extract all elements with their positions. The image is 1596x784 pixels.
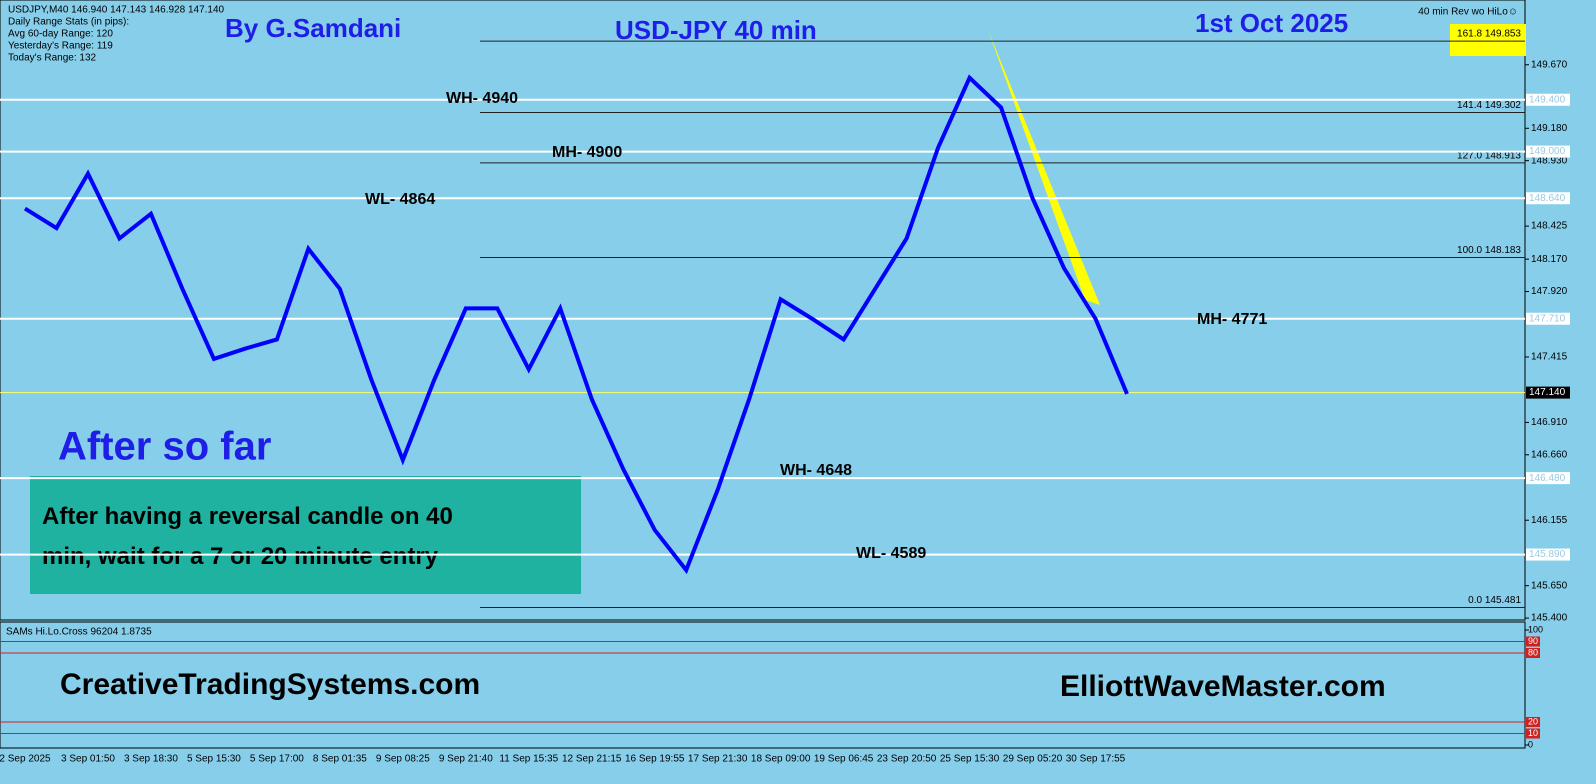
y-tick-label: 145.400 xyxy=(1531,613,1568,624)
indicator-title: SAMs Hi.Lo.Cross 96204 1.8735 xyxy=(6,627,152,638)
x-tick-label: 23 Sep 20:50 xyxy=(877,754,937,765)
title: USD-JPY 40 min xyxy=(615,15,817,45)
date: 1st Oct 2025 xyxy=(1195,8,1348,38)
stats: Today's Range: 132 xyxy=(8,53,97,64)
y-tick-label: 149.180 xyxy=(1531,123,1568,134)
x-tick-label: 18 Sep 09:00 xyxy=(751,754,811,765)
level-label: 148.640 xyxy=(1529,193,1566,204)
fib-label: 100.0 148.183 xyxy=(1457,245,1521,256)
y-tick-label: 146.660 xyxy=(1531,449,1568,460)
indicator-tick-label: 0 xyxy=(1528,739,1533,749)
indicator-tick-label: 80 xyxy=(1528,647,1538,657)
level-box xyxy=(1526,548,1570,561)
y-tick-label: 148.930 xyxy=(1531,155,1568,166)
y-tick-label: 148.170 xyxy=(1531,254,1568,265)
current-box xyxy=(1526,386,1570,399)
annotation: After so far xyxy=(58,425,271,469)
indicator-tick-label: 90 xyxy=(1528,636,1538,646)
note-box xyxy=(30,476,581,594)
x-tick-label: 29 Sep 05:20 xyxy=(1003,754,1063,765)
fib-label: 161.8 149.853 xyxy=(1457,29,1521,40)
y-tick-label: 146.910 xyxy=(1531,417,1568,428)
note-text: After having a reversal candle on 40 min,… xyxy=(42,503,453,570)
x-tick-label: 25 Sep 15:30 xyxy=(940,754,1000,765)
x-tick-label: 17 Sep 21:30 xyxy=(688,754,748,765)
x-tick-label: 12 Sep 21:15 xyxy=(562,754,622,765)
x-tick-label: 30 Sep 17:55 xyxy=(1066,754,1126,765)
indicator-level-box xyxy=(1526,636,1540,647)
annotation: WL- 4864 xyxy=(365,191,435,208)
x-tick-label: 9 Sep 21:40 xyxy=(439,754,493,765)
x-tick-label: 16 Sep 19:55 xyxy=(625,754,685,765)
level-box xyxy=(1526,145,1570,158)
x-tick-label: 8 Sep 01:35 xyxy=(313,754,367,765)
level-label: 149.400 xyxy=(1529,94,1566,105)
annotation: WL- 4589 xyxy=(856,545,926,562)
indicator-level-box xyxy=(1526,728,1540,739)
footer-right: ElliottWaveMaster.com xyxy=(1060,670,1386,703)
author: By G.Samdani xyxy=(225,13,401,43)
annotation: MH- 4771 xyxy=(1197,311,1267,328)
fib-label: 127.0 148.913 xyxy=(1457,151,1521,162)
x-tick-label: 2 Sep 2025 xyxy=(0,754,51,765)
level-box xyxy=(1526,192,1570,205)
annotation: MH- 4900 xyxy=(552,144,622,161)
highlight-wedge xyxy=(988,30,1100,305)
x-tick-label: 19 Sep 06:45 xyxy=(814,754,874,765)
y-tick-label: 147.920 xyxy=(1531,286,1568,297)
level-label: 146.480 xyxy=(1529,473,1566,484)
y-tick-label: 145.650 xyxy=(1531,580,1568,591)
indicator-name: 40 min Rev wo HiLo☺ xyxy=(1418,7,1518,18)
stats: Daily Range Stats (in pips): xyxy=(8,17,129,28)
x-tick-label: 5 Sep 15:30 xyxy=(187,754,241,765)
level-label: 147.710 xyxy=(1529,313,1566,324)
x-tick-label: 11 Sep 15:35 xyxy=(499,754,558,765)
x-tick-label: 5 Sep 17:00 xyxy=(250,754,304,765)
indicator-frame xyxy=(0,621,1526,749)
x-tick-label: 9 Sep 08:25 xyxy=(376,754,430,765)
y-tick-label: 146.155 xyxy=(1531,515,1568,526)
level-box xyxy=(1526,472,1570,485)
level-label: 149.000 xyxy=(1529,146,1566,157)
main-frame xyxy=(0,0,1526,621)
indicator-tick-label: 20 xyxy=(1528,716,1538,726)
indicator-level-box xyxy=(1526,717,1540,727)
fib-label: 0.0 145.481 xyxy=(1468,595,1521,606)
level-box xyxy=(1526,312,1570,325)
stats: Avg 60-day Range: 120 xyxy=(8,29,113,40)
y-tick-label: 149.670 xyxy=(1531,59,1568,70)
fib-label: 141.4 149.302 xyxy=(1457,100,1521,111)
y-tick-label: 148.425 xyxy=(1531,221,1568,232)
level-label: 145.890 xyxy=(1529,549,1566,560)
stats: Yesterday's Range: 119 xyxy=(8,41,113,52)
annotation: WH- 4940 xyxy=(446,90,518,107)
symbol-info: USDJPY,M40 146.940 147.143 146.928 147.1… xyxy=(8,5,225,16)
price-line xyxy=(23,74,1129,575)
annotation: WH- 4648 xyxy=(780,462,852,479)
y-tick-label: 147.415 xyxy=(1531,352,1568,363)
target-box xyxy=(1450,24,1526,56)
x-tick-label: 3 Sep 18:30 xyxy=(124,754,178,765)
indicator-tick-label: 100 xyxy=(1528,624,1543,634)
indicator-level-box xyxy=(1526,648,1540,658)
indicator-tick-label: 10 xyxy=(1528,728,1538,738)
level-box xyxy=(1526,93,1570,106)
footer-left: CreativeTradingSystems.com xyxy=(60,668,480,701)
x-tick-label: 3 Sep 01:50 xyxy=(61,754,115,765)
current-label: 147.140 xyxy=(1529,387,1566,398)
